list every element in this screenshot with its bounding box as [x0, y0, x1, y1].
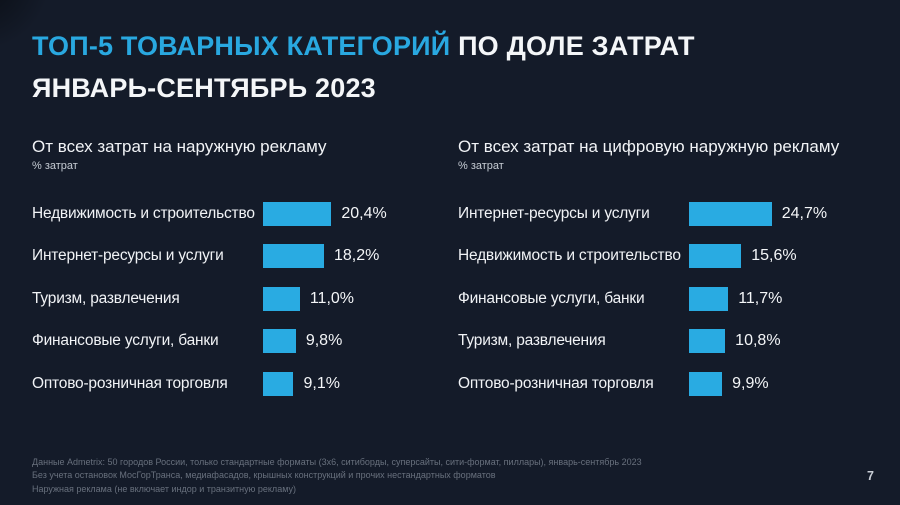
chart-digital: От всех затрат на цифровую наружную рекл… — [458, 137, 876, 414]
value-label: 11,0% — [309, 289, 355, 307]
page-number: 7 — [867, 469, 874, 483]
bar — [263, 371, 294, 396]
chart-outdoor: От всех затрат на наружную рекламу % зат… — [32, 137, 458, 414]
page-title-highlight: ТОП-5 ТОВАРНЫХ КАТЕГОРИЙ — [32, 31, 451, 61]
category-label: Туризм, развлечения — [458, 332, 606, 350]
chart-digital-rows: Интернет-ресурсы и услуги 24,7% Недвижимос… — [458, 201, 876, 396]
chart-outdoor-rows: Недвижимость и строительство 20,4% Интерне… — [32, 201, 458, 396]
value-label: 20,4% — [341, 204, 387, 222]
page-title-rest: ПО ДОЛЕ ЗАТРАТ — [450, 31, 695, 61]
bar-row: Туризм, развлечения 11,0% — [32, 286, 458, 311]
footer-line-2: Без учета остановок МосГорТранса, медиаф… — [32, 470, 496, 480]
bar — [263, 286, 300, 311]
category-label: Интернет-ресурсы и услуги — [458, 204, 650, 222]
header: ТОП-5 ТОВАРНЫХ КАТЕГОРИЙ ПО ДОЛЕ ЗАТРАТ … — [0, 0, 900, 109]
value-label: 11,7% — [738, 289, 783, 307]
bar-row: Недвижимость и строительство 20,4% — [32, 201, 458, 226]
charts-area: От всех затрат на наружную рекламу % зат… — [0, 109, 900, 414]
footer-line-3: Наружная реклама (не включает индор и тр… — [32, 483, 296, 494]
bar — [689, 371, 723, 396]
bar-row: Туризм, развлечения 10,8% — [458, 329, 876, 354]
bar-row: Финансовые услуги, банки 11,7% — [458, 286, 876, 311]
category-label: Интернет-ресурсы и услуги — [32, 247, 224, 265]
value-label: 9,8% — [305, 332, 343, 350]
value-label: 15,6% — [751, 247, 797, 265]
category-label: Финансовые услуги, банки — [32, 332, 219, 350]
bar-row: Финансовые услуги, банки 9,8% — [32, 329, 458, 354]
bar-row: Оптово-розничная торговля 9,9% — [458, 371, 876, 396]
category-label: Туризм, развлечения — [32, 289, 180, 307]
bar — [263, 329, 296, 354]
footer-note: Данные Admetrix: 50 городов России, толь… — [32, 456, 642, 497]
bar — [689, 329, 726, 354]
page-title-line1: ТОП-5 ТОВАРНЫХ КАТЕГОРИЙ ПО ДОЛЕ ЗАТРАТ — [32, 31, 695, 61]
footer-line-1: Данные Admetrix: 50 городов России, толь… — [32, 456, 642, 467]
value-label: 9,9% — [732, 374, 769, 392]
chart-outdoor-title: От всех затрат на наружную рекламу — [32, 137, 327, 156]
bar — [263, 244, 324, 269]
page-title: ТОП-5 ТОВАРНЫХ КАТЕГОРИЙ ПО ДОЛЕ ЗАТРАТ … — [32, 25, 868, 109]
bar-row: Оптово-розничная торговля 9,1% — [32, 371, 458, 396]
category-label: Недвижимость и строительство — [32, 204, 255, 222]
value-label: 24,7% — [781, 204, 828, 222]
chart-digital-title: От всех затрат на цифровую наружную рекл… — [458, 137, 840, 156]
value-label: 18,2% — [333, 247, 380, 265]
category-label: Недвижимость и строительство — [458, 247, 681, 265]
bar-row: Недвижимость и строительство 15,6% — [458, 244, 876, 269]
category-label: Оптово-розничная торговля — [32, 374, 228, 392]
bar — [689, 201, 772, 226]
category-label: Финансовые услуги, банки — [458, 289, 645, 307]
bar-row: Интернет-ресурсы и услуги 18,2% — [32, 244, 458, 269]
value-label: 9,1% — [303, 374, 340, 392]
chart-outdoor-unit-label: % затрат — [32, 160, 78, 172]
bar — [689, 286, 729, 311]
bar — [689, 244, 742, 269]
value-label: 10,8% — [735, 332, 781, 350]
chart-digital-unit-label: % затрат — [458, 160, 504, 172]
bar-row: Интернет-ресурсы и услуги 24,7% — [458, 201, 876, 226]
category-label: Оптово-розничная торговля — [458, 374, 654, 392]
page-title-line2: ЯНВАРЬ-СЕНТЯБРЬ 2023 — [32, 73, 376, 103]
bar — [263, 201, 332, 226]
